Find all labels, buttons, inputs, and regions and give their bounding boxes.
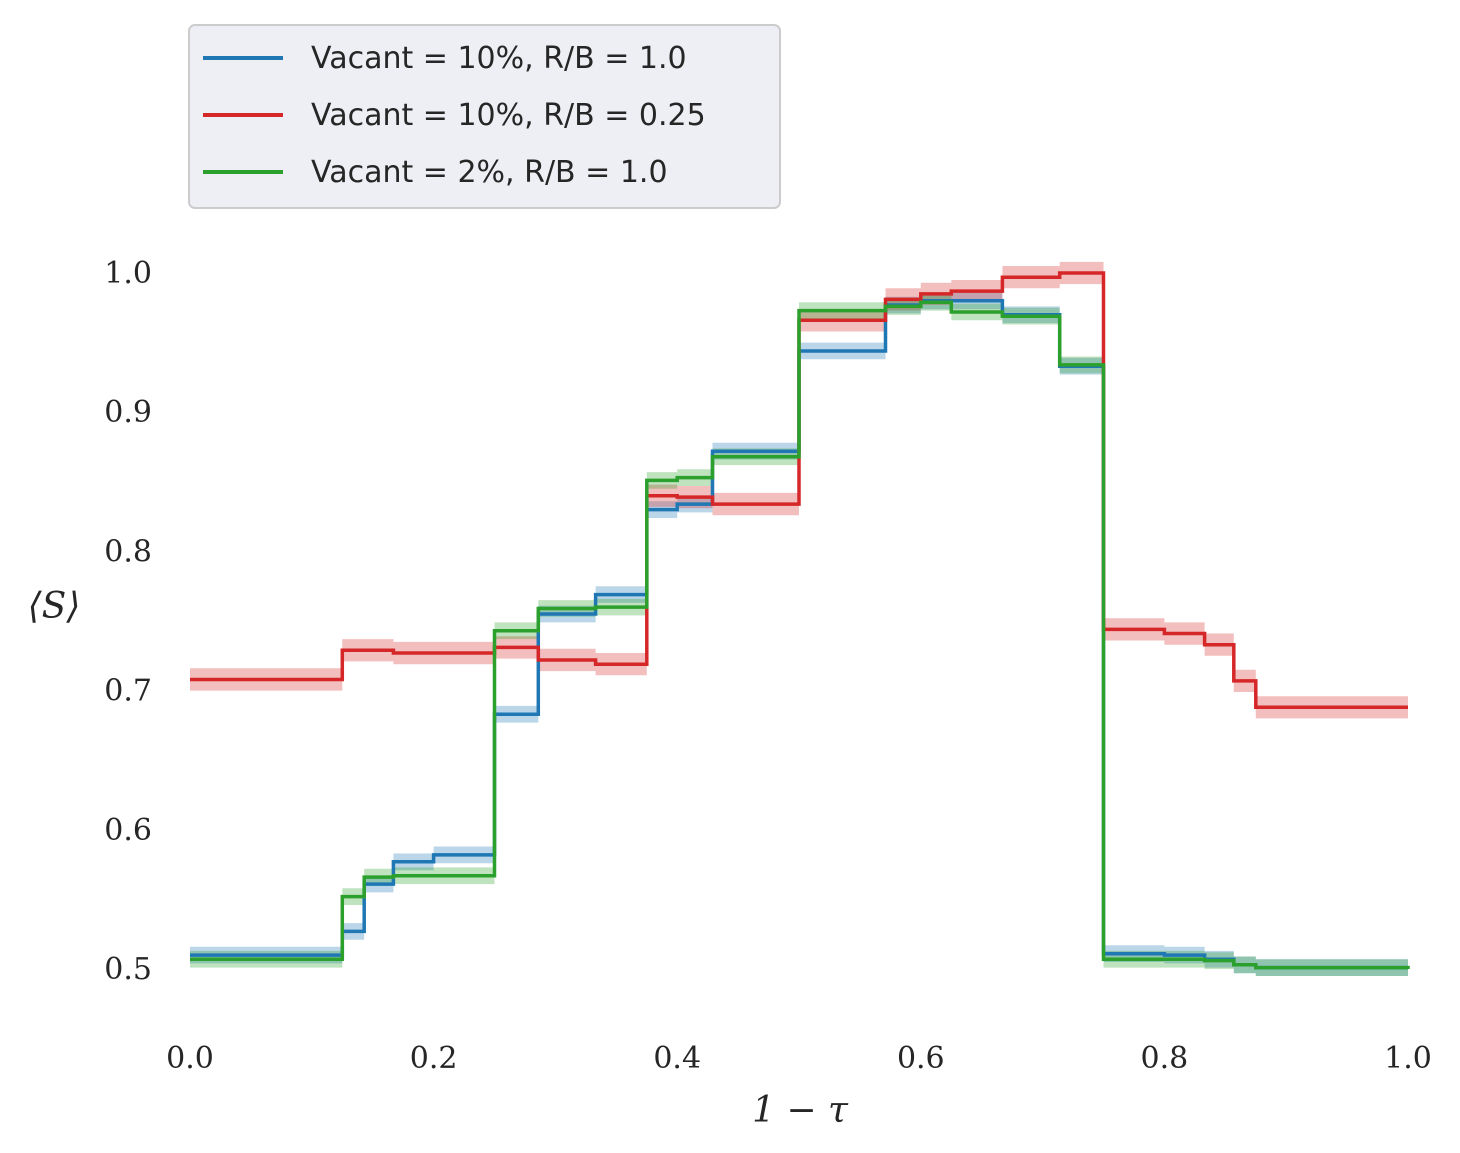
x-tick-label: 0.6 — [897, 1041, 945, 1076]
legend-label: Vacant = 10%, R/B = 1.0 — [311, 41, 687, 76]
series-lines — [190, 271, 1410, 970]
y-tick-label: 0.5 — [104, 952, 152, 987]
error-bands — [190, 261, 1408, 978]
x-tick-label: 0.0 — [166, 1041, 214, 1076]
y-tick-label: 0.6 — [104, 813, 152, 848]
series-line-2 — [190, 300, 1410, 970]
legend: Vacant = 10%, R/B = 1.0 Vacant = 10%, R/B… — [188, 24, 781, 209]
legend-label: Vacant = 10%, R/B = 0.25 — [311, 98, 706, 133]
error-band-series-1 — [190, 261, 1408, 719]
x-tick-label: 1.0 — [1384, 1041, 1432, 1076]
x-tick-labels: 0.0 0.2 0.4 0.6 0.8 1.0 — [166, 1041, 1432, 1076]
series-line-0 — [190, 299, 1408, 970]
x-tick-label: 0.8 — [1141, 1041, 1189, 1076]
y-axis-label: ⟨S⟩ — [28, 586, 81, 627]
legend-label: Vacant = 2%, R/B = 1.0 — [311, 155, 668, 190]
y-tick-label: 1.0 — [104, 256, 152, 291]
y-tick-label: 0.7 — [104, 674, 152, 709]
x-tick-label: 0.2 — [410, 1041, 458, 1076]
y-tick-label: 0.9 — [104, 395, 152, 430]
x-tick-label: 0.4 — [653, 1041, 701, 1076]
y-tick-label: 0.8 — [104, 534, 152, 569]
y-tick-labels: 0.5 0.6 0.7 0.8 0.9 1.0 — [104, 256, 152, 987]
legend-box — [188, 24, 781, 209]
x-axis-label: 1 − τ — [752, 1090, 849, 1131]
